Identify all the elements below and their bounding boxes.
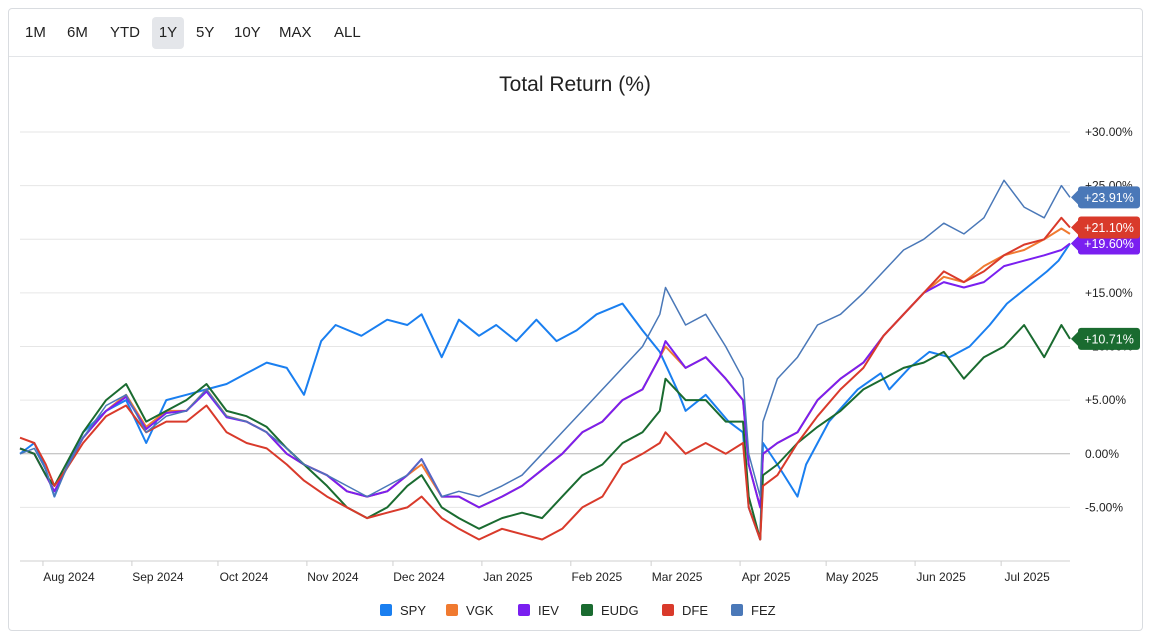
y-axis-labels: +30.00%+25.00%+20.00%+15.00%+10.00%+5.00… [1085,125,1133,514]
x-tick-label: May 2025 [826,570,879,584]
legend: SPY VGK IEV EUDG DFE FEZ [380,603,776,618]
range-button-10y[interactable]: 10Y [226,17,269,49]
series-line-iev [19,242,1071,509]
legend-label: VGK [466,603,494,618]
legend-label: IEV [538,603,559,618]
legend-swatch [518,604,530,616]
legend-item-vgk[interactable]: VGK [446,603,494,618]
series-line-vgk [19,227,1071,509]
y-tick-label: -5.00% [1085,500,1123,514]
legend-swatch [731,604,743,616]
x-tick-label: Jun 2025 [916,570,966,584]
x-tick-label: Dec 2024 [393,570,445,584]
x-tick-label: Jul 2025 [1004,570,1050,584]
x-tick-label: Jan 2025 [483,570,533,584]
end-badge-label: +19.60% [1084,237,1134,251]
range-button-ytd[interactable]: YTD [102,17,148,49]
x-tick-label: Aug 2024 [43,570,95,584]
range-toolbar: 1M 6M YTD 1Y 5Y 10Y MAX ALL [9,9,1142,57]
series-line-eudg [19,324,1071,541]
x-tick-label: Apr 2025 [742,570,791,584]
legend-item-iev[interactable]: IEV [518,603,559,618]
end-value-badges: +19.60%+19.60%+21.10%+23.91%+10.71% [1071,186,1140,350]
chart-title: Total Return (%) [499,73,651,96]
grid-lines [20,131,1070,508]
series-line-dfe [19,216,1071,541]
range-button-5y[interactable]: 5Y [188,17,222,49]
x-tick-label: Sep 2024 [132,570,184,584]
legend-swatch [662,604,674,616]
x-tick-label: Mar 2025 [652,570,703,584]
series-line-fez [19,179,1071,498]
series-line-spy [19,242,1071,541]
range-button-max[interactable]: MAX [271,17,320,49]
y-tick-label: +5.00% [1085,393,1126,407]
legend-swatch [380,604,392,616]
end-badge-label: +21.10% [1084,221,1134,235]
range-button-6m[interactable]: 6M [59,17,96,49]
legend-label: FEZ [751,603,776,618]
legend-item-dfe[interactable]: DFE [662,603,708,618]
x-axis: Aug 2024 Sep 2024 Oct 2024 Nov 2024 Dec 2024… [20,560,1070,584]
end-badge-dfe: +21.10% [1071,216,1140,239]
legend-item-fez[interactable]: FEZ [731,603,776,618]
range-button-1y[interactable]: 1Y [152,17,184,49]
chart-card: 1M 6M YTD 1Y 5Y 10Y MAX ALL [8,8,1143,631]
end-badge-label: +23.91% [1084,191,1134,205]
y-tick-label: +30.00% [1085,125,1133,139]
legend-label: DFE [682,603,708,618]
x-tick-label: Feb 2025 [571,570,622,584]
end-badge-eudg: +10.71% [1071,327,1140,350]
legend-label: EUDG [601,603,639,618]
y-tick-label: 0.00% [1085,447,1119,461]
y-tick-label: +15.00% [1085,286,1133,300]
legend-item-eudg[interactable]: EUDG [581,603,639,618]
x-tick-label: Nov 2024 [307,570,359,584]
legend-swatch [446,604,458,616]
legend-item-spy[interactable]: SPY [380,603,426,618]
range-button-all[interactable]: ALL [326,17,369,49]
x-tick-label: Oct 2024 [220,570,269,584]
end-badge-fez: +23.91% [1071,186,1140,209]
range-button-1m[interactable]: 1M [17,17,54,49]
series-lines [19,179,1071,541]
legend-label: SPY [400,603,426,618]
legend-swatch [581,604,593,616]
end-badge-label: +10.71% [1084,332,1134,346]
